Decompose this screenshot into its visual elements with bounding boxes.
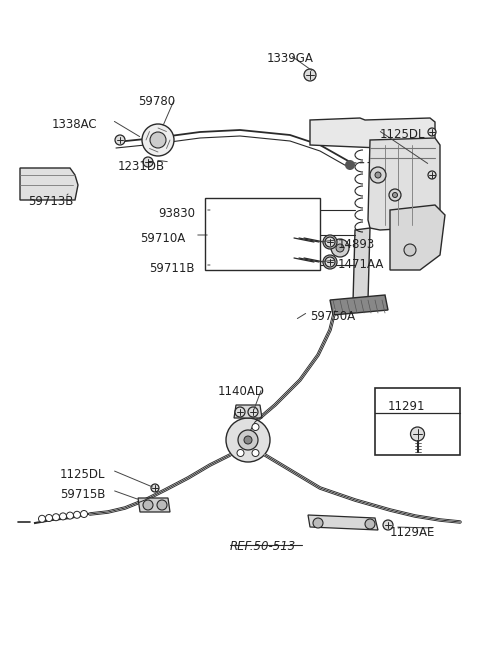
Circle shape [60,513,67,520]
Circle shape [404,244,416,256]
Circle shape [235,407,245,417]
Circle shape [157,500,167,510]
Circle shape [325,257,335,267]
Circle shape [226,418,270,462]
Circle shape [336,244,344,252]
Polygon shape [330,295,388,315]
Circle shape [389,189,401,201]
Circle shape [370,167,386,183]
Text: 1125DL: 1125DL [380,128,425,141]
Circle shape [375,172,381,178]
Text: 59713B: 59713B [28,195,73,208]
Text: 59715B: 59715B [60,488,106,501]
Circle shape [81,510,87,518]
Polygon shape [20,168,78,200]
Circle shape [323,235,337,249]
Text: 59780: 59780 [138,95,175,108]
Circle shape [38,516,46,522]
Circle shape [238,430,258,450]
Circle shape [248,407,258,417]
Circle shape [252,424,259,430]
Circle shape [150,132,166,148]
Circle shape [52,514,60,521]
Circle shape [393,192,397,197]
Circle shape [313,518,323,528]
Circle shape [46,514,52,522]
Circle shape [365,519,375,529]
Text: 59710A: 59710A [140,232,185,245]
Text: 1471AA: 1471AA [338,258,384,271]
Circle shape [304,69,316,81]
Circle shape [428,128,436,136]
Polygon shape [390,205,445,270]
Text: 1339GA: 1339GA [267,52,314,65]
Circle shape [428,171,436,179]
Circle shape [252,449,259,457]
Circle shape [67,512,73,519]
Polygon shape [368,138,440,230]
Circle shape [151,484,159,492]
Circle shape [410,427,424,441]
Text: 14893: 14893 [338,238,375,251]
Text: 59711B: 59711B [149,262,195,275]
Text: 59750A: 59750A [310,310,355,323]
Circle shape [143,500,153,510]
Circle shape [244,436,252,444]
Text: 11291: 11291 [388,400,425,413]
Circle shape [383,520,393,530]
Text: 93830: 93830 [158,207,195,220]
Circle shape [331,239,349,257]
Text: 1125DL: 1125DL [60,468,106,481]
Text: 1338AC: 1338AC [52,118,97,131]
Polygon shape [138,498,170,512]
Circle shape [237,449,244,457]
Circle shape [142,124,174,156]
Bar [205,198,320,270]
Circle shape [323,255,337,269]
Circle shape [345,160,355,170]
Text: 1129AE: 1129AE [390,526,435,539]
Text: 1231DB: 1231DB [118,160,165,173]
Polygon shape [310,118,435,148]
Polygon shape [353,228,370,302]
Bar [375,388,460,455]
Text: 1140AD: 1140AD [218,385,265,398]
Polygon shape [308,515,378,530]
Polygon shape [234,405,262,418]
Circle shape [73,511,81,518]
Circle shape [143,157,153,167]
Text: REF.50-513: REF.50-513 [230,540,296,553]
Circle shape [115,135,125,145]
Circle shape [325,237,335,247]
